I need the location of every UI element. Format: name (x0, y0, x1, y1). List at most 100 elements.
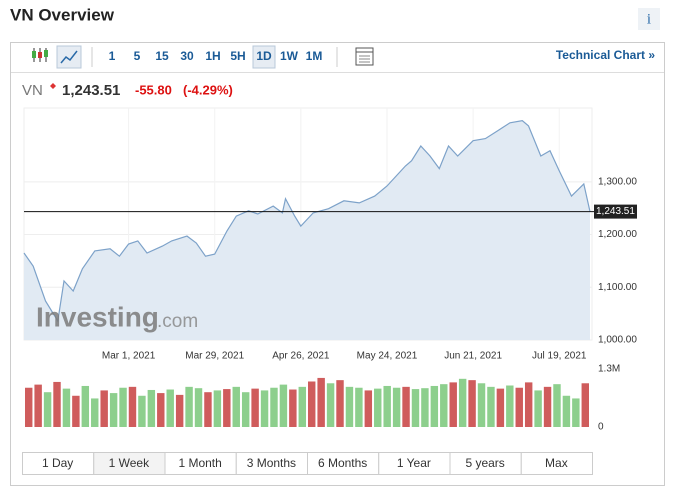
change: -55.80 (135, 82, 172, 97)
volume-bar (289, 389, 297, 427)
volume-bar (402, 386, 410, 427)
volume-bar (166, 389, 174, 427)
volume-bar (53, 381, 61, 427)
volume-bar (411, 389, 420, 427)
x-tick-label: Apr 26, 2021 (272, 351, 330, 362)
interval-button[interactable]: 15 (155, 49, 169, 63)
panel (10, 42, 665, 486)
interval-button[interactable]: 1D (256, 49, 272, 63)
volume-bar (157, 393, 165, 427)
volume-bar (298, 386, 306, 427)
volume-bar (355, 387, 363, 427)
interval-button[interactable]: 1W (280, 49, 299, 63)
volume-bar (270, 387, 278, 427)
volume-bar (553, 384, 561, 427)
volume-bar (383, 385, 391, 427)
price-line (23, 120, 591, 323)
watermark-brand: Investing (36, 301, 159, 332)
down-marker (50, 83, 56, 89)
range-label[interactable]: 6 Months (318, 456, 367, 470)
volume-bar (43, 392, 52, 427)
y-tick-label: 1,100.00 (598, 282, 637, 293)
technical-chart-link[interactable]: Technical Chart » (556, 48, 655, 62)
volume-tick-label: 0 (598, 422, 604, 433)
last-price: 1,243.51 (62, 82, 120, 99)
x-tick-label: Jun 21, 2021 (444, 351, 502, 362)
volume-bar (421, 388, 429, 427)
volume-bar (487, 386, 495, 427)
range-label[interactable]: Max (545, 456, 568, 470)
candle-icon[interactable] (32, 48, 48, 62)
volume-bar (147, 389, 156, 427)
volume-bar (72, 395, 80, 427)
interval-button[interactable]: 1M (306, 49, 323, 63)
y-tick-label: 1,300.00 (598, 176, 637, 187)
volume-bar (138, 395, 146, 427)
volume-bar (468, 380, 476, 427)
volume-bar (279, 384, 288, 427)
table-icon[interactable] (355, 47, 374, 66)
volume-bar (374, 388, 382, 427)
volume-bar (204, 392, 212, 427)
x-tick-label: Mar 29, 2021 (185, 351, 244, 362)
volume-bar (477, 383, 486, 427)
symbol: VN (22, 82, 43, 99)
range-label[interactable]: 1 Week (109, 456, 150, 470)
title: VN Overview (10, 5, 115, 24)
volume-bar (440, 384, 448, 427)
volume-bar (175, 394, 184, 427)
interval-button[interactable]: 5 (134, 49, 141, 63)
info-button[interactable] (638, 8, 660, 30)
volume-bar (251, 388, 259, 427)
volume-bar (392, 387, 401, 427)
volume-bar (223, 389, 231, 427)
x-tick-label: May 24, 2021 (357, 351, 418, 362)
volume-bar (91, 398, 99, 427)
interval-button[interactable]: 1H (205, 49, 220, 63)
interval-button[interactable]: 1 (109, 49, 116, 63)
interval-active[interactable] (252, 45, 276, 69)
last-price-box (594, 204, 637, 219)
range-label[interactable]: 1 Month (178, 456, 221, 470)
x-tick-label: Mar 1, 2021 (102, 351, 156, 362)
interval-button[interactable]: 5H (230, 49, 245, 63)
volume-bar (515, 387, 523, 427)
volume-bar (100, 390, 108, 427)
volume-bar (308, 381, 316, 427)
volume-bar (581, 383, 589, 427)
volume-bar (534, 390, 542, 427)
plot: 1,000.00 1,100.00 1,200.00 1,300.00 Mar 1, 2… (23, 107, 637, 433)
range-label[interactable]: 1 Year (397, 456, 431, 470)
volume-bar (572, 398, 580, 427)
price-area (24, 120, 590, 340)
y-tick-label: 1,200.00 (598, 229, 637, 240)
line-icon-button[interactable] (56, 45, 82, 69)
volume-bar (213, 390, 222, 427)
range-label[interactable]: 1 Day (42, 456, 73, 470)
range-label[interactable]: 3 Months (247, 456, 296, 470)
volume-bar (128, 386, 137, 427)
volume-bar (543, 386, 552, 427)
volume-bar (119, 387, 127, 427)
volume-bar (81, 385, 90, 427)
change-percent: (-4.29%) (183, 82, 233, 97)
interval-button[interactable]: 30 (180, 49, 194, 63)
volume-bar (25, 387, 33, 427)
range-button[interactable] (520, 452, 593, 475)
line-icon (60, 50, 78, 64)
volume-bar (458, 378, 467, 427)
info-icon[interactable]: i (647, 11, 651, 27)
volume-bar (241, 392, 250, 427)
volume-bar (317, 377, 325, 427)
volume-bar (524, 382, 533, 427)
volume-bar (34, 384, 42, 427)
volume-bar (496, 388, 505, 427)
range-label[interactable]: 5 years (465, 456, 504, 470)
volume-bar (336, 380, 344, 427)
watermark-domain: .com (157, 311, 198, 332)
y-tick-label: 1,000.00 (598, 335, 637, 346)
volume-bar (194, 388, 203, 427)
last-price-label: 1,243.51 (596, 206, 635, 217)
volume-bar (345, 386, 354, 427)
